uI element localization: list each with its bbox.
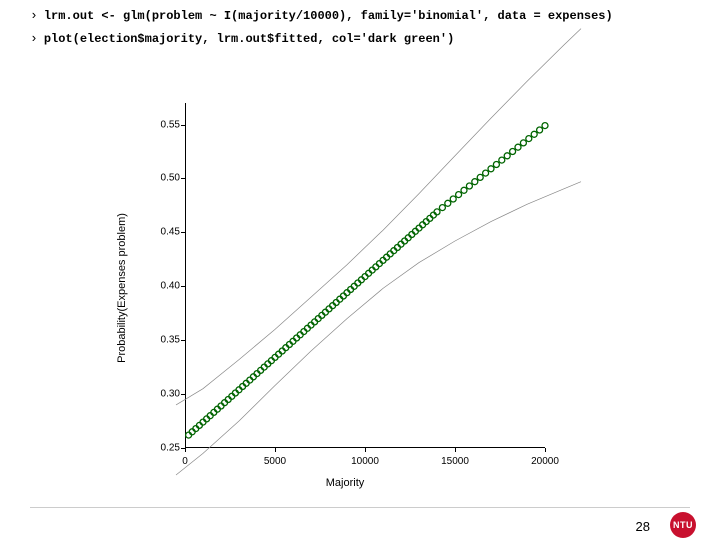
fitted-point: [520, 140, 526, 146]
fitted-point: [493, 162, 499, 168]
fitted-point: [450, 196, 456, 202]
chevron-icon: ›: [30, 8, 38, 23]
band_low-line: [176, 182, 581, 475]
y-tick-label: 0.45: [148, 227, 180, 238]
x-tick: [365, 448, 366, 452]
fitted-point: [531, 131, 537, 137]
y-tick-label: 0.35: [148, 335, 180, 346]
fitted-point: [515, 144, 521, 150]
x-tick: [185, 448, 186, 452]
code-line-1: › lrm.out <- glm(problem ~ I(majority/10…: [30, 8, 720, 23]
y-tick-label: 0.25: [148, 443, 180, 454]
y-tick: [181, 125, 185, 126]
x-tick-label: 20000: [531, 456, 559, 467]
y-tick-label: 0.40: [148, 281, 180, 292]
y-tick-label: 0.30: [148, 389, 180, 400]
fitted-point: [510, 149, 516, 155]
fitted-point: [504, 153, 510, 159]
x-tick: [275, 448, 276, 452]
chevron-icon: ›: [30, 31, 38, 46]
y-tick: [181, 232, 185, 233]
fitted-point: [439, 205, 445, 211]
y-tick: [181, 178, 185, 179]
plot-canvas: [185, 103, 545, 448]
page-number: 28: [636, 519, 650, 534]
fitted-point: [445, 200, 451, 206]
code-text-1: lrm.out <- glm(problem ~ I(majority/1000…: [44, 9, 613, 23]
y-tick: [181, 394, 185, 395]
x-tick-label: 10000: [351, 456, 379, 467]
fitted-point: [499, 157, 505, 163]
x-axis-label: Majority: [326, 477, 365, 489]
footer-divider: [30, 507, 690, 508]
code-line-2: › plot(election$majority, lrm.out$fitted…: [30, 31, 720, 46]
ntu-logo: NTU: [670, 512, 696, 538]
code-text-2: plot(election$majority, lrm.out$fitted, …: [44, 32, 454, 46]
y-tick: [181, 286, 185, 287]
x-tick-label: 15000: [441, 456, 469, 467]
fitted-point: [456, 192, 462, 198]
logo-text: NTU: [673, 520, 693, 530]
plot: Probability(Expenses problem) Majority 0…: [130, 93, 560, 483]
fitted-point: [466, 183, 472, 189]
fitted-point: [537, 127, 543, 133]
y-axis-label: Probability(Expenses problem): [116, 213, 128, 363]
y-tick: [181, 340, 185, 341]
x-tick-label: 5000: [264, 456, 286, 467]
y-tick-label: 0.55: [148, 119, 180, 130]
y-tick-label: 0.50: [148, 173, 180, 184]
fitted-point: [488, 166, 494, 172]
x-tick: [455, 448, 456, 452]
fitted-point: [542, 123, 548, 129]
fitted-point: [526, 136, 532, 142]
x-tick-label: 0: [182, 456, 188, 467]
fitted-point: [477, 174, 483, 180]
band_high-line: [176, 29, 581, 405]
x-tick: [545, 448, 546, 452]
fitted-point: [483, 170, 489, 176]
fitted-point: [461, 187, 467, 193]
fitted-point: [472, 179, 478, 185]
